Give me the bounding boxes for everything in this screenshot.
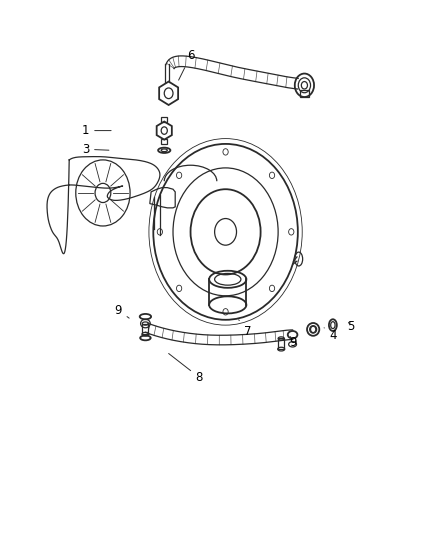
Text: 6: 6 xyxy=(179,50,194,80)
Circle shape xyxy=(223,149,228,155)
Text: 9: 9 xyxy=(290,336,297,349)
Text: 4: 4 xyxy=(324,328,337,342)
Text: 5: 5 xyxy=(347,320,354,333)
Circle shape xyxy=(177,285,182,292)
Circle shape xyxy=(269,172,275,179)
Circle shape xyxy=(177,172,182,179)
Text: 7: 7 xyxy=(239,320,251,338)
Circle shape xyxy=(269,285,275,292)
Circle shape xyxy=(157,229,162,235)
Text: 9: 9 xyxy=(114,304,129,318)
Circle shape xyxy=(289,229,294,235)
Text: 8: 8 xyxy=(169,353,203,384)
Text: 3: 3 xyxy=(82,143,109,156)
Circle shape xyxy=(223,309,228,315)
Text: 1: 1 xyxy=(81,124,111,137)
